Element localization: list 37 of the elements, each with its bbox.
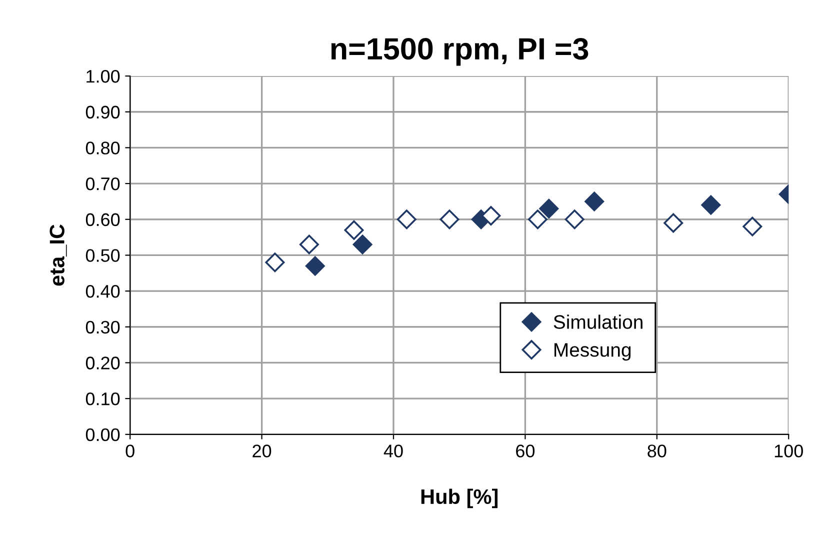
point [742,216,762,236]
point [664,213,684,233]
point [539,198,559,218]
x-tick-label: 60 [516,444,535,458]
x-tick-label: 20 [252,444,272,458]
point [528,210,548,230]
y-tick-label: 0.00 [86,428,120,442]
x-tick-label: 80 [648,444,666,458]
point [701,195,721,215]
x-tick-label: 0 [126,444,134,458]
point [344,220,364,240]
point [584,192,604,212]
point [305,256,325,276]
x-tick-label: 100 [774,444,803,458]
y-tick-label: 0.90 [86,106,120,119]
y-tick-label: 0.80 [86,142,120,154]
y-tick-label: 0.20 [86,356,120,370]
point [481,206,501,226]
y-tick-label: 1.00 [86,70,120,83]
point [265,252,285,272]
point [299,234,319,254]
y-tick-label: 0.50 [86,249,120,262]
point [440,210,460,230]
y-tick-label: 0.40 [86,284,120,298]
y-tick-label: 0.30 [86,320,120,334]
point [564,210,584,230]
legend-label: Simulation [554,314,642,329]
x-tick-label: 40 [384,444,403,458]
y-tick-label: 0.10 [86,392,120,406]
point [396,210,416,230]
legend-label: Messung [554,343,631,361]
chart-title: n=1500 rpm, PI =3 [331,38,588,66]
y-tick-label: 0.70 [86,177,120,190]
point [352,234,372,254]
x-axis-title: Hub [%] [421,488,498,508]
y-axis-title: eta_IC [50,224,67,286]
y-tick-label: 0.60 [86,213,120,226]
